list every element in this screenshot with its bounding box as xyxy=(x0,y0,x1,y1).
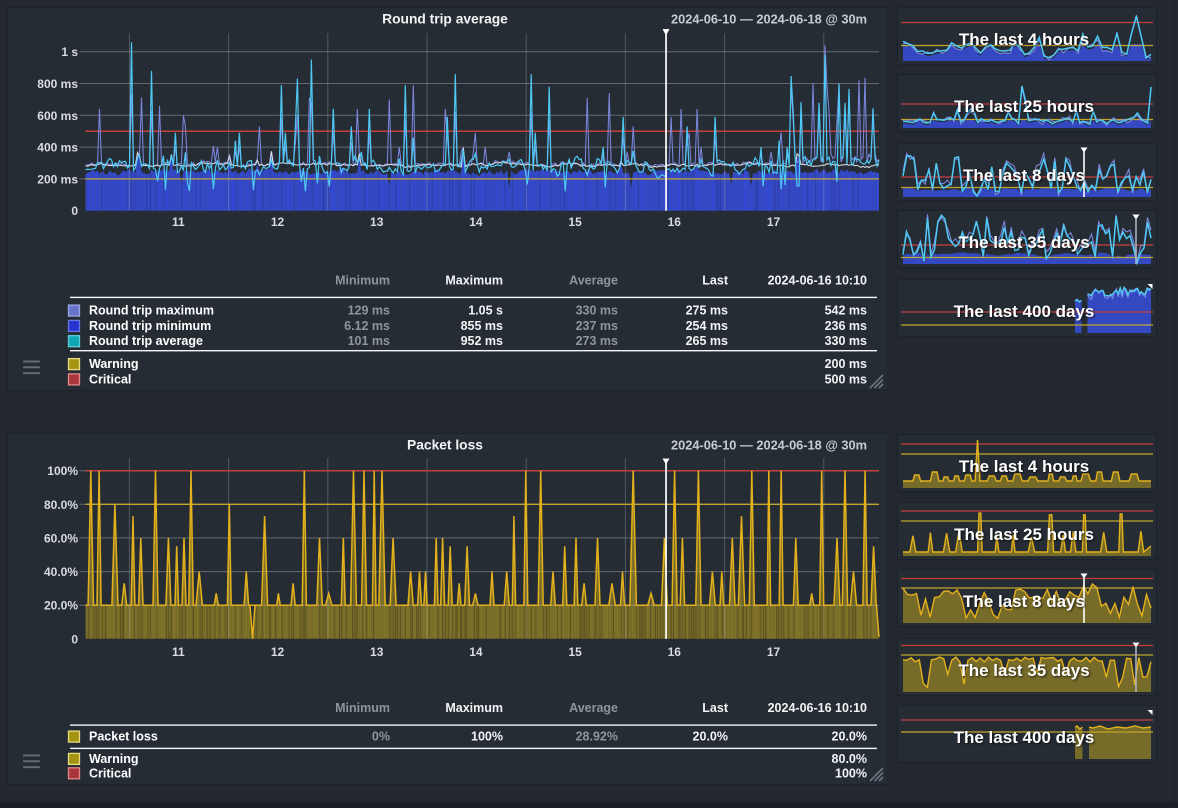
svg-text:20.0%: 20.0% xyxy=(693,730,728,744)
svg-text:0%: 0% xyxy=(372,730,390,744)
svg-text:Packet loss: Packet loss xyxy=(89,730,158,744)
svg-text:12: 12 xyxy=(271,645,285,659)
svg-text:101 ms: 101 ms xyxy=(348,334,390,348)
svg-text:855 ms: 855 ms xyxy=(461,319,503,333)
svg-text:6.12 ms: 6.12 ms xyxy=(344,319,390,333)
svg-text:Maximum: Maximum xyxy=(445,274,503,288)
svg-text:1.05 s: 1.05 s xyxy=(468,304,503,318)
svg-text:The last 35 days: The last 35 days xyxy=(958,233,1089,252)
svg-text:The last 4 hours: The last 4 hours xyxy=(959,457,1089,476)
svg-text:12: 12 xyxy=(271,215,285,229)
svg-text:0: 0 xyxy=(71,632,78,646)
svg-text:542 ms: 542 ms xyxy=(825,304,867,318)
svg-text:15: 15 xyxy=(568,645,582,659)
svg-text:Warning: Warning xyxy=(89,357,139,371)
svg-text:20.0%: 20.0% xyxy=(44,599,78,613)
svg-text:14: 14 xyxy=(469,645,483,659)
svg-text:200 ms: 200 ms xyxy=(825,357,867,371)
svg-text:Average: Average xyxy=(569,274,618,288)
svg-text:273 ms: 273 ms xyxy=(576,334,618,348)
svg-text:400 ms: 400 ms xyxy=(37,141,78,155)
svg-text:The last 35 days: The last 35 days xyxy=(958,661,1089,680)
svg-text:Critical: Critical xyxy=(89,766,131,780)
svg-text:The last 8 days: The last 8 days xyxy=(963,592,1085,611)
svg-text:Round trip average: Round trip average xyxy=(89,334,203,348)
svg-text:2024-06-10 — 2024-06-18 @ 30m: 2024-06-10 — 2024-06-18 @ 30m xyxy=(671,12,867,27)
svg-text:13: 13 xyxy=(370,645,384,659)
svg-text:Minimum: Minimum xyxy=(335,274,390,288)
svg-text:100%: 100% xyxy=(471,730,503,744)
svg-text:15: 15 xyxy=(568,215,582,229)
svg-text:129 ms: 129 ms xyxy=(348,304,390,318)
svg-text:Last: Last xyxy=(702,701,729,715)
svg-text:17: 17 xyxy=(767,645,781,659)
svg-text:2024-06-16 10:10: 2024-06-16 10:10 xyxy=(768,274,867,288)
svg-text:330 ms: 330 ms xyxy=(576,304,618,318)
svg-text:200 ms: 200 ms xyxy=(37,172,78,186)
svg-text:11: 11 xyxy=(172,215,185,229)
svg-text:Warning: Warning xyxy=(89,752,139,766)
svg-text:100%: 100% xyxy=(835,766,867,780)
svg-text:Round trip average: Round trip average xyxy=(382,12,508,27)
svg-text:80.0%: 80.0% xyxy=(832,752,867,766)
svg-text:Last: Last xyxy=(702,274,729,288)
svg-text:The last 25 hours: The last 25 hours xyxy=(954,525,1094,544)
svg-text:Packet loss: Packet loss xyxy=(407,438,483,453)
svg-text:40.0%: 40.0% xyxy=(44,565,78,579)
svg-text:The last 400 days: The last 400 days xyxy=(954,302,1095,321)
svg-text:Round trip maximum: Round trip maximum xyxy=(89,304,214,318)
svg-text:Maximum: Maximum xyxy=(445,701,503,715)
svg-text:2024-06-10 — 2024-06-18 @ 30m: 2024-06-10 — 2024-06-18 @ 30m xyxy=(671,438,867,453)
svg-text:16: 16 xyxy=(668,645,682,659)
svg-text:Round trip minimum: Round trip minimum xyxy=(89,319,211,333)
svg-text:Critical: Critical xyxy=(89,372,131,386)
svg-text:80.0%: 80.0% xyxy=(44,498,78,512)
svg-text:14: 14 xyxy=(469,215,483,229)
svg-text:The last 4 hours: The last 4 hours xyxy=(959,30,1089,49)
svg-text:236 ms: 236 ms xyxy=(825,319,867,333)
svg-text:237 ms: 237 ms xyxy=(576,319,618,333)
svg-text:265 ms: 265 ms xyxy=(686,334,728,348)
svg-text:17: 17 xyxy=(767,215,781,229)
svg-text:500 ms: 500 ms xyxy=(825,372,867,386)
svg-text:The last 25 hours: The last 25 hours xyxy=(954,97,1094,116)
svg-text:330 ms: 330 ms xyxy=(825,334,867,348)
svg-text:100%: 100% xyxy=(47,464,78,478)
svg-text:800 ms: 800 ms xyxy=(37,77,78,91)
svg-text:600 ms: 600 ms xyxy=(37,109,78,123)
svg-text:Average: Average xyxy=(569,701,618,715)
svg-text:275 ms: 275 ms xyxy=(686,304,728,318)
svg-text:254 ms: 254 ms xyxy=(686,319,728,333)
svg-text:Minimum: Minimum xyxy=(335,701,390,715)
svg-text:28.92%: 28.92% xyxy=(576,730,618,744)
svg-text:20.0%: 20.0% xyxy=(832,730,867,744)
svg-text:The last 400 days: The last 400 days xyxy=(954,728,1095,747)
svg-text:13: 13 xyxy=(370,215,384,229)
svg-text:0: 0 xyxy=(71,204,78,218)
svg-text:16: 16 xyxy=(668,215,682,229)
svg-text:952 ms: 952 ms xyxy=(461,334,503,348)
svg-text:1 s: 1 s xyxy=(61,45,78,59)
svg-text:60.0%: 60.0% xyxy=(44,531,78,545)
svg-text:11: 11 xyxy=(172,645,185,659)
svg-text:2024-06-16 10:10: 2024-06-16 10:10 xyxy=(768,701,867,715)
svg-text:The last 8 days: The last 8 days xyxy=(963,166,1085,185)
